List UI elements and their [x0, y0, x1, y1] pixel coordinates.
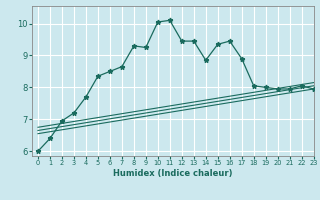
X-axis label: Humidex (Indice chaleur): Humidex (Indice chaleur) — [113, 169, 233, 178]
